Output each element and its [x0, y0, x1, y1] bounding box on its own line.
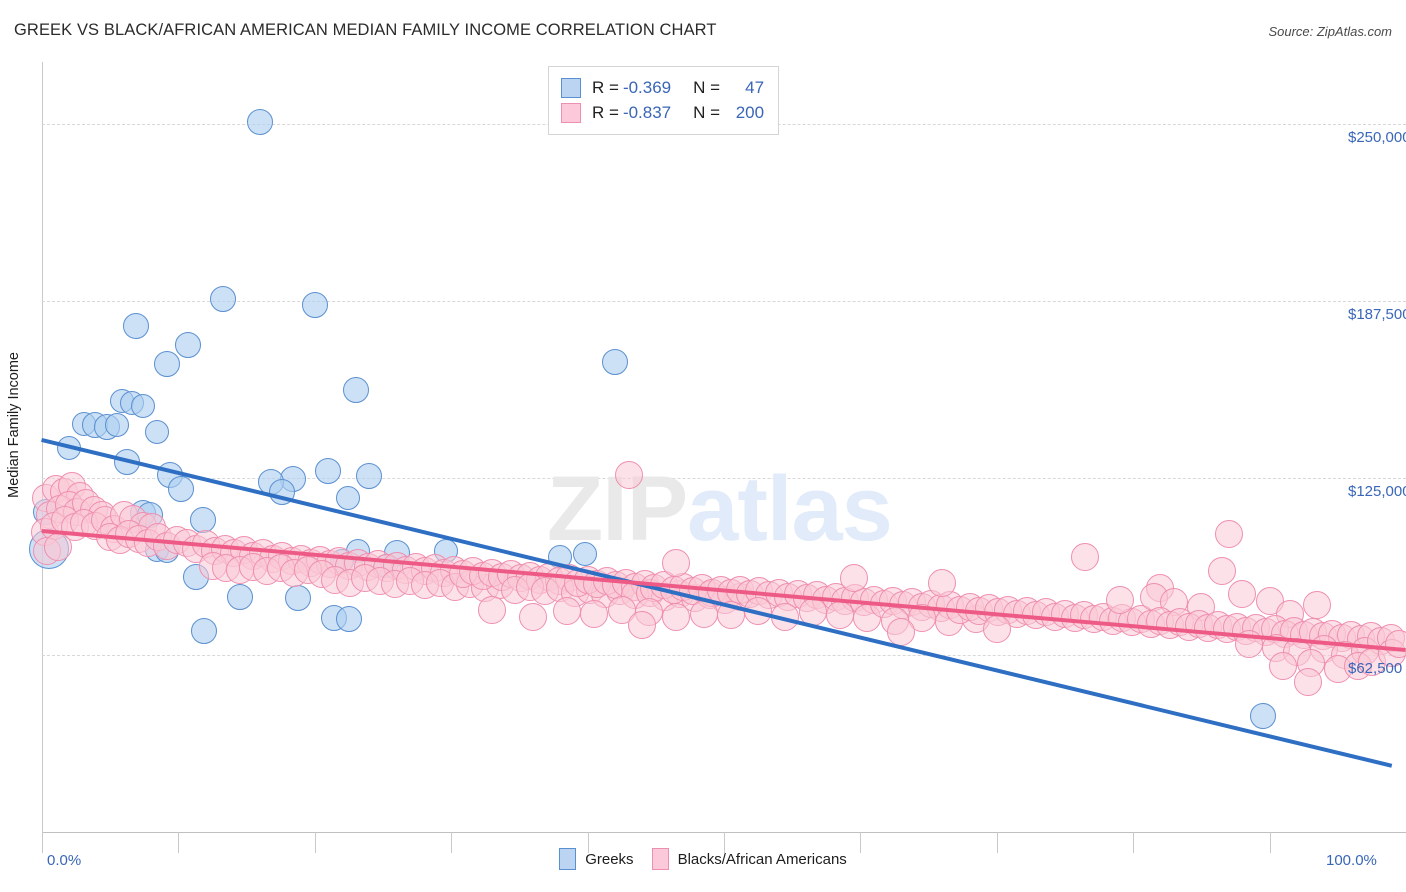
data-point[interactable]: [553, 596, 582, 625]
data-point[interactable]: [1293, 667, 1322, 696]
legend-label-greeks: Greeks: [585, 850, 634, 868]
data-point[interactable]: [154, 351, 181, 378]
x-min-label: 0.0%: [47, 852, 82, 869]
x-max-label: 100.0%: [1326, 852, 1377, 869]
data-point[interactable]: [1105, 585, 1134, 614]
data-point[interactable]: [798, 598, 827, 627]
data-point[interactable]: [614, 460, 643, 489]
data-point[interactable]: [519, 602, 548, 631]
n-label-greeks: N =: [693, 77, 721, 97]
x-tick: [724, 832, 725, 853]
data-point[interactable]: [662, 602, 691, 631]
legend-swatch-greeks-icon: [561, 77, 581, 98]
data-point[interactable]: [825, 601, 854, 630]
x-tick: [587, 832, 589, 853]
data-point[interactable]: [44, 533, 73, 562]
data-point[interactable]: [57, 436, 82, 461]
data-point[interactable]: [478, 595, 507, 624]
data-point[interactable]: [1214, 520, 1243, 549]
series-legend: Greeks Blacks/African Americans: [0, 848, 1406, 870]
n-label-blacks: N =: [693, 102, 721, 122]
data-point[interactable]: [130, 393, 155, 418]
n-value-greeks: 47: [745, 77, 765, 97]
data-point[interactable]: [342, 376, 369, 403]
y-tick-label: $125,000: [1348, 482, 1406, 500]
data-point[interactable]: [572, 542, 597, 567]
data-point[interactable]: [928, 568, 957, 597]
x-tick: [1133, 832, 1135, 853]
y-tick-label: $62,500: [1348, 659, 1403, 677]
x-tick: [178, 832, 180, 853]
data-point[interactable]: [356, 463, 383, 490]
stat-row-blacks: R = -0.837 N = 200: [561, 100, 764, 125]
data-point[interactable]: [887, 618, 916, 647]
stat-row-greeks: R = -0.369 N = 47: [561, 75, 764, 100]
data-point[interactable]: [174, 331, 201, 358]
x-tick: [451, 832, 453, 853]
data-point[interactable]: [105, 413, 130, 438]
data-point[interactable]: [210, 286, 237, 313]
gridline: [42, 300, 1406, 302]
data-point[interactable]: [1269, 652, 1298, 681]
x-tick: [314, 832, 316, 853]
data-point[interactable]: [113, 449, 140, 476]
data-point[interactable]: [839, 564, 868, 593]
x-tick: [860, 832, 862, 853]
x-tick: [42, 832, 43, 853]
watermark-atlas: atlas: [687, 458, 893, 560]
r-label-greeks: R =: [592, 77, 619, 97]
legend-item-greeks[interactable]: Greeks: [559, 848, 634, 870]
y-axis-title: Median Family Income: [6, 352, 22, 498]
data-point[interactable]: [716, 601, 745, 630]
data-point[interactable]: [1385, 629, 1406, 658]
data-point[interactable]: [1303, 591, 1332, 620]
page-title: GREEK VS BLACK/AFRICAN AMERICAN MEDIAN F…: [14, 21, 717, 39]
data-point[interactable]: [1228, 579, 1257, 608]
source-attribution: Source: ZipAtlas.com: [1268, 24, 1392, 39]
legend-label-blacks: Blacks/African Americans: [677, 850, 847, 868]
correlation-stats-box: R = -0.369 N = 47 R = -0.837 N = 200: [548, 66, 780, 135]
data-point[interactable]: [982, 615, 1011, 644]
data-point[interactable]: [144, 420, 169, 445]
y-axis-line: [42, 62, 43, 832]
legend-item-blacks[interactable]: Blacks/African Americans: [651, 848, 847, 870]
blacks-swatch-icon: [651, 848, 669, 870]
greeks-swatch-icon: [559, 848, 577, 870]
data-point[interactable]: [1249, 702, 1276, 729]
data-point[interactable]: [335, 606, 362, 633]
gridline: [42, 654, 1406, 656]
y-tick-label: $250,000: [1348, 128, 1406, 146]
data-point[interactable]: [1207, 557, 1236, 586]
data-point[interactable]: [285, 585, 312, 612]
data-point[interactable]: [315, 457, 342, 484]
r-value-greeks: -0.369: [622, 77, 672, 97]
data-point[interactable]: [247, 109, 274, 136]
data-point[interactable]: [168, 476, 195, 503]
data-point[interactable]: [601, 348, 628, 375]
y-tick-label: $187,500: [1348, 305, 1406, 323]
scatter-plot-area: ZIPatlas: [28, 62, 1406, 853]
x-tick: [996, 832, 998, 853]
x-tick: [1269, 832, 1271, 853]
data-point[interactable]: [123, 313, 150, 340]
data-point[interactable]: [580, 599, 609, 628]
data-point[interactable]: [1071, 543, 1100, 572]
data-point[interactable]: [269, 478, 296, 505]
legend-swatch-blacks-icon: [561, 102, 581, 123]
data-point[interactable]: [662, 548, 691, 577]
data-point[interactable]: [191, 617, 218, 644]
data-point[interactable]: [226, 583, 253, 610]
data-point[interactable]: [301, 291, 328, 318]
data-point[interactable]: [335, 485, 360, 510]
data-point[interactable]: [744, 596, 773, 625]
r-label-blacks: R =: [592, 102, 619, 122]
gridline: [42, 477, 1406, 479]
data-point[interactable]: [628, 611, 657, 640]
zipatlas-watermark: ZIPatlas: [547, 457, 893, 562]
r-value-blacks: -0.837: [622, 102, 672, 122]
n-value-blacks: 200: [735, 102, 765, 122]
